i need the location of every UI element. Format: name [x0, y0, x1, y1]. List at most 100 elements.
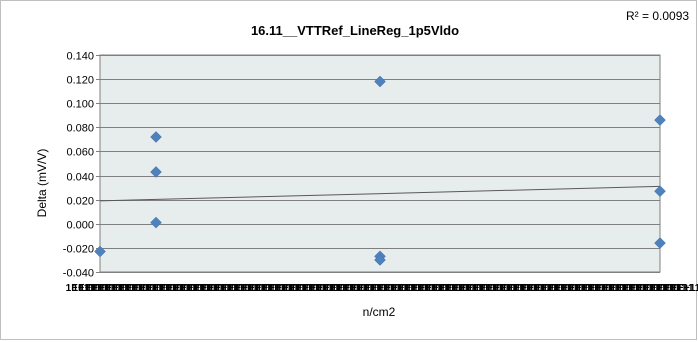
x-tick-label: 1E+11 — [270, 283, 299, 294]
x-tick-label: 1E+11 — [277, 283, 306, 294]
x-tick-label: 1E+11 — [590, 283, 619, 294]
x-tick-label: 1E+11 — [188, 283, 217, 294]
x-tick-label: 1E+11 — [338, 283, 367, 294]
x-tick-label: 1E+11 — [583, 283, 612, 294]
x-tick-label: 1E+11 — [644, 283, 673, 294]
x-tick-label: 1E+11 — [542, 283, 571, 294]
x-tick-label: 1E+11 — [631, 283, 660, 294]
x-tick-label: 1E+11 — [113, 283, 142, 294]
x-tick-label: 1E+11 — [154, 283, 183, 294]
data-point — [654, 114, 666, 126]
x-tick-label: 1E+11 — [624, 283, 653, 294]
x-tick-label: 1E+11 — [324, 283, 353, 294]
x-tick-label: 1E+11 — [474, 283, 503, 294]
x-tick-label: 1E+11 — [66, 283, 95, 294]
x-tick-label: 1E+11 — [406, 283, 435, 294]
x-tick-label: 1E+11 — [672, 283, 698, 294]
x-tick-label: 1E+11 — [202, 283, 231, 294]
data-point — [654, 185, 666, 198]
x-tick-label: 1E+11 — [181, 283, 210, 294]
x-tick-label: 1E+11 — [134, 283, 163, 294]
x-tick-label: 1E+11 — [508, 283, 537, 294]
x-tick-label: 1E+11 — [236, 283, 265, 294]
data-point — [150, 166, 162, 178]
x-tick-label: 1E+11 — [229, 283, 258, 294]
y-tick-label: 0.120 — [66, 75, 94, 87]
chart-title: 16.11__VTTRef_LineReg_1p5Vldo — [251, 23, 459, 38]
r-squared-annotation: R² = 0.0093 — [626, 9, 689, 23]
x-tick-label: 1E+11 — [93, 283, 122, 294]
y-tick-label: -0.020 — [63, 244, 94, 256]
x-tick-label: 1E+11 — [461, 283, 490, 294]
x-tick-label: 1E+11 — [195, 283, 224, 294]
x-tick-label: 1E+11 — [304, 283, 333, 294]
x-tick-label: 1E+11 — [345, 283, 374, 294]
x-tick-label: 1E+11 — [331, 283, 360, 294]
x-tick-label: 1E+11 — [665, 283, 694, 294]
x-tick-label: 1E+11 — [107, 283, 136, 294]
x-tick-label: 1E+11 — [86, 283, 115, 294]
x-tick-label: 1E+11 — [501, 283, 530, 294]
x-tick-label: 1E+11 — [386, 283, 415, 294]
x-tick-label: 1E+11 — [161, 283, 190, 294]
x-tick-label: 1E+11 — [372, 283, 401, 294]
data-point — [374, 254, 386, 266]
x-tick-label: 1E+11 — [352, 283, 381, 294]
x-tick-label: 1E+11 — [100, 283, 129, 294]
x-tick-label: 1E+11 — [610, 283, 639, 294]
x-tick-label: 1E+11 — [440, 283, 469, 294]
data-point — [94, 245, 106, 258]
x-tick-label: 1E+11 — [79, 283, 108, 294]
x-tick-label: 1E+11 — [563, 283, 592, 294]
x-tick-label: 1E+11 — [311, 283, 340, 294]
x-tick-label: 1E+11 — [72, 283, 101, 294]
y-tick-label: 0.000 — [66, 220, 94, 232]
x-tick-label: 1E+11 — [529, 283, 558, 294]
x-tick-label: 1E+11 — [365, 283, 394, 294]
plot-area — [99, 54, 661, 273]
y-tick-label: 0.040 — [66, 172, 94, 184]
x-tick-label: 1E+11 — [597, 283, 626, 294]
x-tick-label: 1E+11 — [399, 283, 428, 294]
x-tick-label: 1E+11 — [488, 283, 517, 294]
y-tick-label: -0.040 — [63, 268, 94, 280]
x-tick-label: 1E+11 — [549, 283, 578, 294]
data-point — [654, 237, 666, 249]
y-axis-label: Delta (mV/V) — [35, 149, 49, 218]
x-tick-label: 1E+11 — [297, 283, 326, 294]
x-tick-label: 1E+11 — [651, 283, 680, 294]
data-point — [150, 216, 162, 229]
x-tick-label: 1E+11 — [127, 283, 156, 294]
x-tick-label: 1E+11 — [481, 283, 510, 294]
x-tick-label: 1E+11 — [495, 283, 524, 294]
x-tick-label: 1E+11 — [522, 283, 551, 294]
x-tick-label: 1E+11 — [215, 283, 244, 294]
x-tick-label: 1E+11 — [141, 283, 170, 294]
x-tick-label: 1E+11 — [556, 283, 585, 294]
x-tick-label: 1E+11 — [467, 283, 496, 294]
x-tick-label: 1E+11 — [413, 283, 442, 294]
x-tick-label: 1E+11 — [515, 283, 544, 294]
x-tick-label: 1E+11 — [379, 283, 408, 294]
x-tick-label: 1E+11 — [168, 283, 197, 294]
x-tick-label: 1E+11 — [250, 283, 279, 294]
y-tick-label: 0.020 — [66, 196, 94, 208]
x-tick-label: 1E+11 — [433, 283, 462, 294]
x-tick-label: 1E+11 — [175, 283, 204, 294]
x-tick-label: 1E+11 — [393, 283, 422, 294]
x-tick-label: 1E+11 — [120, 283, 149, 294]
x-tick-label: 1E+11 — [638, 283, 667, 294]
x-tick-label: 1E+11 — [617, 283, 646, 294]
x-tick-label: 1E+11 — [454, 283, 483, 294]
x-tick-label: 1E+11 — [284, 283, 313, 294]
data-point — [374, 75, 386, 88]
y-tick-label: 0.100 — [66, 99, 94, 111]
x-tick-label: 1E+11 — [576, 283, 605, 294]
x-tick-label: 1E+11 — [263, 283, 292, 294]
x-tick-label: 1E+11 — [420, 283, 449, 294]
x-tick-label: 1E+11 — [222, 283, 251, 294]
y-tick-label: 0.140 — [66, 51, 94, 63]
x-tick-label: 1E+11 — [535, 283, 564, 294]
x-tick-label: 1E+11 — [147, 283, 176, 294]
